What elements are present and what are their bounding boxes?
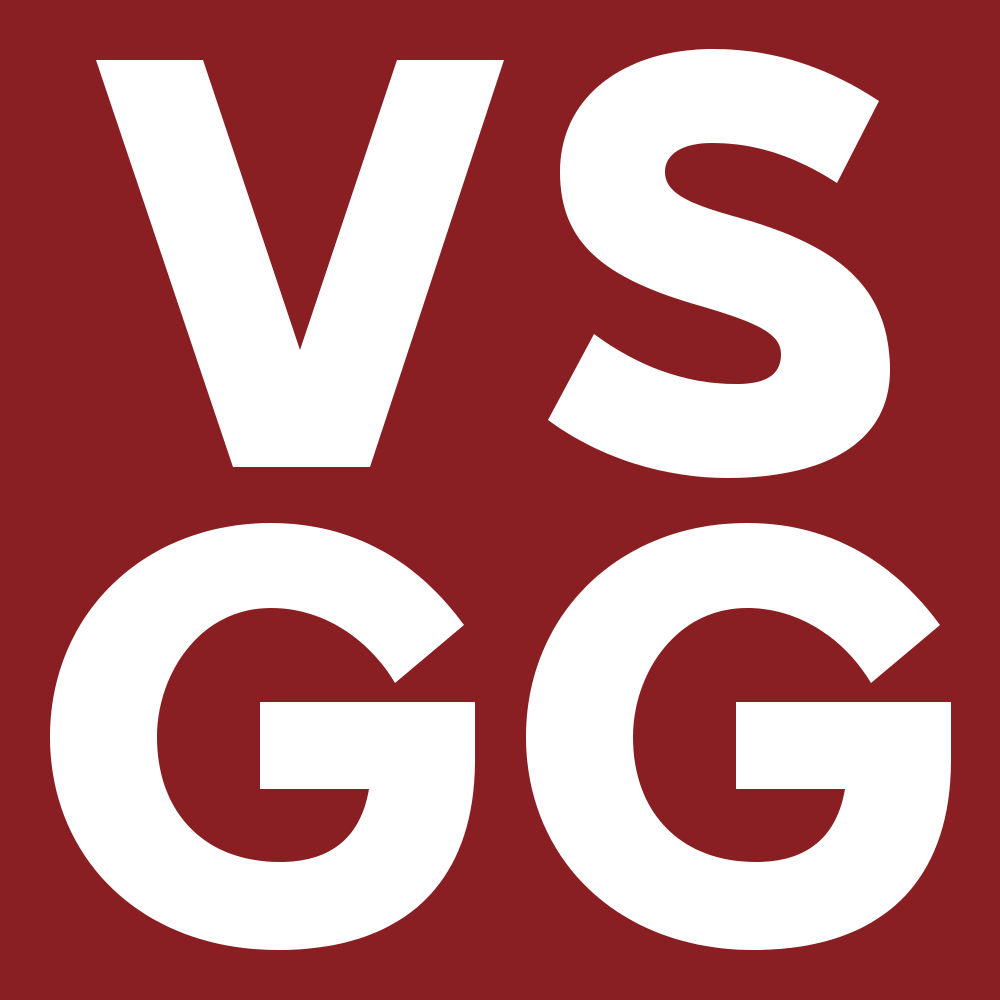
- letter-s: [548, 49, 890, 478]
- letter-v: [96, 60, 504, 467]
- letter-g-right: [526, 523, 951, 950]
- letter-g-left: [50, 523, 475, 950]
